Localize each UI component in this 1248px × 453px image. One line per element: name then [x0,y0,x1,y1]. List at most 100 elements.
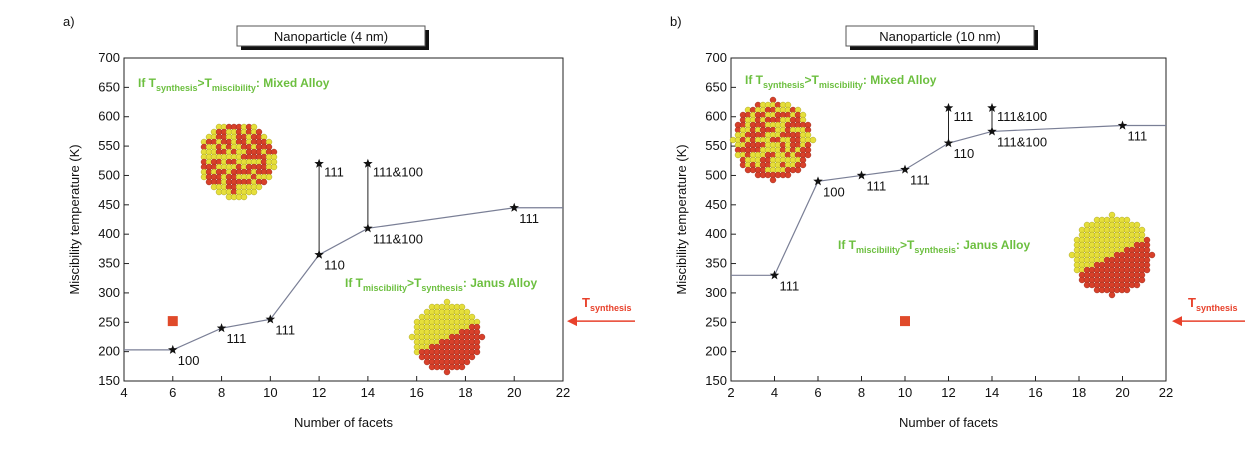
text-part: If T [745,73,764,87]
subscript: synthesis [590,303,632,313]
janus-annotation: If Tmiscibility>Tsynthesis: Janus Alloy [838,238,1030,255]
atom [1133,281,1141,289]
y-tick-label: 700 [705,50,727,65]
x-tick-label: 12 [941,385,955,400]
synthesis-label: Tsynthesis [582,295,631,313]
y-tick-label: 600 [705,109,727,124]
y-axis-label: Miscibility temperature (K) [67,144,82,294]
x-tick-label: 4 [120,385,127,400]
nanoparticle [1068,211,1156,299]
point-label: 111&100 [997,109,1047,124]
atom [458,363,466,371]
title-box [236,25,426,47]
point-label: 110 [324,258,345,273]
text-part: >T [198,76,213,90]
y-tick-label: 300 [98,285,120,300]
text-part: : Janus Alloy [956,238,1031,252]
subscript: synthesis [1196,303,1238,313]
subscript: miscibility [856,245,900,255]
point-label: 111&100 [373,165,423,180]
nanoparticle [729,96,817,184]
title-box [845,25,1035,47]
y-tick-label: 600 [98,109,120,124]
star-marker [168,344,178,354]
y-tick-label: 550 [98,138,120,153]
x-tick-label: 8 [858,385,865,400]
point-label: 111 [780,278,800,293]
chart-title: Nanoparticle (4 nm) [274,29,388,44]
x-tick-label: 6 [169,385,176,400]
arrow-head [1172,316,1182,327]
star-marker [363,223,373,233]
x-tick-label: 10 [263,385,277,400]
point-label: 111&100 [997,134,1047,149]
atom [1143,266,1151,274]
y-tick-label: 250 [705,314,727,329]
point-label: 111 [867,178,887,193]
y-tick-label: 700 [98,50,120,65]
y-tick-label: 450 [705,197,727,212]
text-part: If T [345,276,364,290]
star-marker [216,323,227,333]
text-part: If T [138,76,157,90]
atom [794,166,802,174]
arrow-head [567,316,577,327]
chart-title: Nanoparticle (10 nm) [879,29,1000,44]
atom [255,183,263,191]
x-tick-label: 16 [1028,385,1042,400]
nanoparticle [408,298,486,376]
point-label: 111 [324,165,344,180]
star-marker [314,249,324,259]
atom [260,178,268,186]
atom [443,368,451,376]
star-marker [265,314,276,324]
point-label: 111&100 [373,231,423,246]
star-marker [314,158,324,168]
atom [463,358,471,366]
panel-label: a) [63,14,75,29]
star-marker [900,164,910,174]
star-marker [987,126,997,136]
y-tick-label: 350 [705,256,727,271]
y-tick-label: 150 [98,373,120,388]
atom [804,151,812,159]
data-line [124,207,563,351]
y-tick-label: 200 [98,344,120,359]
point-label: 110 [954,146,975,161]
panel-label: b) [670,14,682,29]
x-tick-label: 20 [507,385,521,400]
y-tick-label: 450 [98,197,120,212]
text-part: T [1188,295,1196,310]
point-label: 111 [519,211,539,226]
text-part: T [582,295,590,310]
x-tick-label: 18 [1072,385,1086,400]
y-tick-label: 300 [705,285,727,300]
y-tick-label: 250 [98,314,120,329]
synthesis-marker [900,316,910,327]
atom [799,161,807,169]
atom [468,353,476,361]
star-marker [1117,120,1128,130]
star-marker [856,170,867,180]
y-tick-label: 650 [705,79,727,94]
atom [240,193,248,201]
x-tick-label: 16 [409,385,423,400]
star-marker [769,270,780,280]
x-tick-label: 14 [985,385,999,400]
subscript: miscibility [363,283,407,293]
x-tick-label: 12 [312,385,326,400]
atom [769,176,777,184]
mixed-annotation: If Tsynthesis>Tmiscibility: Mixed Alloy [138,76,330,93]
x-tick-label: 20 [1115,385,1129,400]
x-axis-label: Number of facets [899,415,998,430]
subscript: synthesis [421,283,463,293]
star-marker [943,138,954,148]
atom [1123,286,1131,294]
atom [270,163,278,171]
x-tick-label: 8 [218,385,225,400]
atom [473,348,481,356]
y-tick-label: 400 [98,226,120,241]
subscript: miscibility [819,80,863,90]
x-tick-label: 2 [727,385,734,400]
